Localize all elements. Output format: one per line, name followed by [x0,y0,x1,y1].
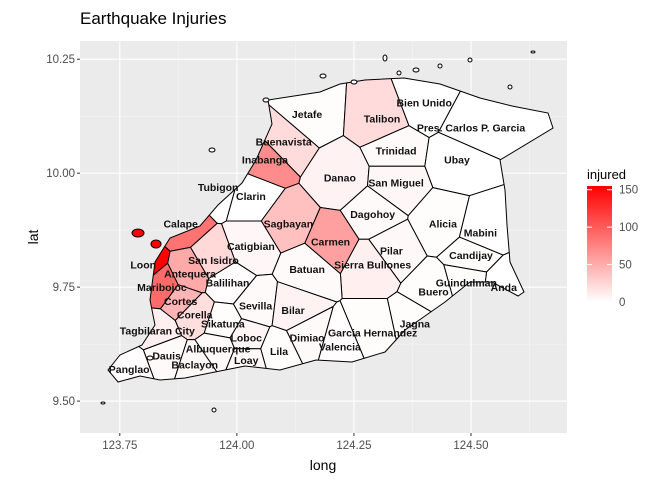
islet-15 [146,355,154,361]
x-tick-label-1: 124.00 [219,440,254,452]
islet-12 [530,50,536,54]
chart-title: Earthquake Injuries [80,9,226,28]
label-jetafe: Jetafe [292,109,323,121]
label-jagna: Jagna [400,319,431,331]
label-baclayon: Baclayon [171,360,218,372]
label-maribojoc: Maribojoc [137,282,187,294]
y-tick-label-1: 9.75 [53,282,75,294]
label-dauis: Dauis [152,351,181,363]
y-tick-label-2: 10.00 [46,168,75,180]
islet-11 [507,84,513,90]
label-buero: Buero [418,287,448,299]
label-san-miguel: San Miguel [368,177,424,189]
label-dimiao: Dimiao [290,332,325,344]
label-pres-carlos-p-garcia: Pres. Carlos P. Garcia [417,123,526,135]
legend-title: injured [587,167,626,182]
islet-5 [350,79,358,85]
label-panglao: Panglao [109,364,150,376]
islet-0 [131,228,145,238]
legend-colorbar [587,186,612,302]
label-garcia-hernandez: Garcia Hernandez [328,328,417,340]
label-valencia: Valencia [319,341,361,353]
label-dagohoy: Dagohoy [350,209,395,221]
y-tick-label-3: 10.25 [46,54,75,66]
x-tick-label-3: 124.50 [453,440,488,452]
label-lila: Lila [270,346,288,358]
legend-tick-label-0: 0 [619,297,625,309]
islet-1 [150,239,162,249]
label-balilihan: Balilihan [206,278,250,290]
label-bilar: Bilar [281,305,304,317]
label-clarin: Clarin [236,191,266,203]
label-albuquerque: Albuquerque [186,344,251,356]
islet-3 [262,97,270,103]
label-talibon: Talibon [364,113,401,125]
label-trinidad: Trinidad [376,145,417,157]
label-sikatuna: Sikatuna [201,319,245,331]
legend: injured 0 50 100 150 [587,167,638,309]
label-loon: Loon [130,259,156,271]
islet-7 [396,70,402,76]
label-loboc: Loboc [230,332,262,344]
label-buenavista: Buenavista [256,136,312,148]
label-anda: Anda [491,282,517,294]
label-loay: Loay [234,355,259,367]
label-tagbilaran-city: Tagbilaran City [120,325,195,337]
y-axis-ticks: 9.50 9.75 10.00 10.25 [46,54,80,408]
legend-ticks: 0 50 100 150 [587,185,638,309]
label-alicia: Alicia [429,218,457,230]
label-tubigon: Tubigon [198,182,239,194]
label-san-isidro: San Isidro [188,255,239,267]
x-axis-title: long [310,457,336,473]
islet-13 [100,401,106,405]
label-candijay: Candijay [449,250,493,262]
islet-8 [412,67,420,73]
x-tick-label-2: 124.25 [336,440,371,452]
islet-2 [208,147,216,153]
label-danao: Danao [324,173,356,185]
island-outline [107,77,554,383]
islet-9 [437,63,443,69]
label-batuan: Batuan [289,264,325,276]
label-sagbayan: Sagbayan [264,218,314,230]
label-inabanga: Inabanga [242,155,288,167]
x-axis-ticks: 123.75 124.00 124.25 124.50 [102,433,489,452]
y-axis-title: lat [25,230,41,245]
legend-tick-label-2: 100 [619,222,638,234]
x-tick-label-0: 123.75 [102,440,137,452]
label-bien-unido: Bien Unido [396,98,451,110]
islet-4 [319,73,327,79]
label-antequera: Antequera [164,268,216,280]
legend-tick-label-3: 150 [619,185,638,197]
label-cortes: Cortes [164,296,197,308]
label-calape: Calape [163,218,198,230]
label-sevilla: Sevilla [239,300,272,312]
label-guindulman: Guindulman [436,278,497,290]
label-sierra-bullones: Sierra Bullones [334,259,411,271]
label-mabini: Mabini [464,227,497,239]
label-catigbian: Catigbian [227,241,275,253]
region-loay [221,348,282,382]
legend-tick-label-1: 50 [619,260,632,272]
islet-6 [382,54,388,62]
label-corella: Corella [177,309,213,321]
islet-10 [467,57,473,63]
label-ubay: Ubay [444,155,470,167]
islets [100,50,536,413]
islet-14 [211,407,217,413]
label-carmen: Carmen [311,237,350,249]
label-pilar: Pilar [380,246,403,258]
region-valencia [311,300,391,382]
y-tick-label-0: 9.50 [53,396,75,408]
municipality-labels: Bien Unido Jetafe Talibon Pres. Carlos P. G… [109,98,526,377]
